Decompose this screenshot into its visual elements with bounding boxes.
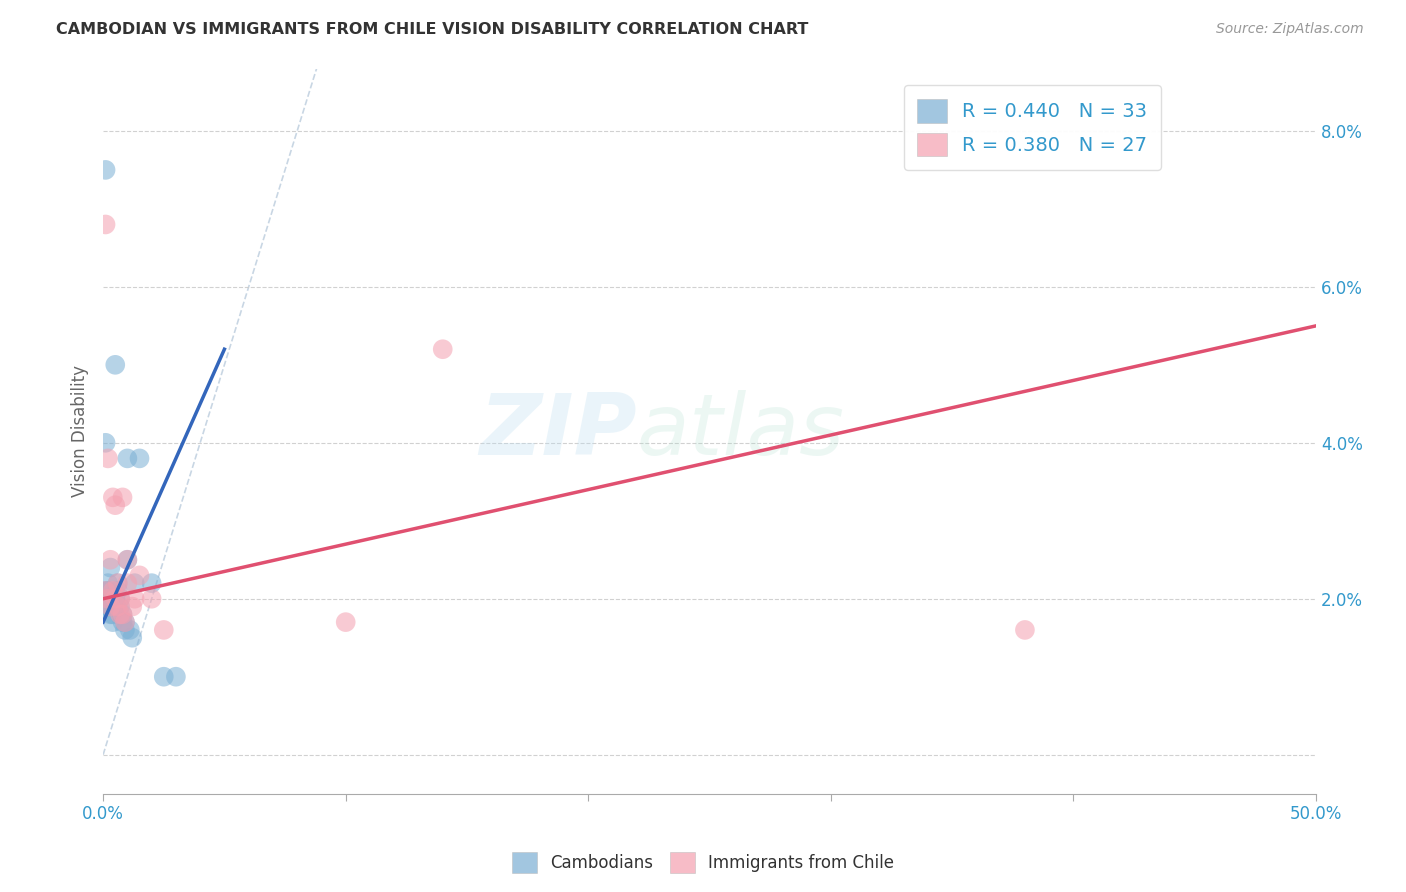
Point <box>117 553 139 567</box>
Point <box>111 615 134 629</box>
Text: atlas: atlas <box>637 390 845 473</box>
Point <box>97 583 120 598</box>
Point <box>104 358 127 372</box>
Point <box>1014 623 1036 637</box>
Point <box>100 591 122 606</box>
Point <box>118 623 141 637</box>
Point <box>108 599 131 614</box>
Point <box>107 599 129 614</box>
Point <box>152 670 174 684</box>
Point <box>121 599 143 614</box>
Point <box>94 162 117 177</box>
Text: Source: ZipAtlas.com: Source: ZipAtlas.com <box>1216 22 1364 37</box>
Point <box>108 591 131 606</box>
Text: ZIP: ZIP <box>479 390 637 473</box>
Point <box>101 615 124 629</box>
Point <box>124 591 146 606</box>
Point <box>117 451 139 466</box>
Point <box>128 451 150 466</box>
Text: CAMBODIAN VS IMMIGRANTS FROM CHILE VISION DISABILITY CORRELATION CHART: CAMBODIAN VS IMMIGRANTS FROM CHILE VISIO… <box>56 22 808 37</box>
Point <box>97 599 120 614</box>
Point <box>117 576 139 591</box>
Point <box>100 560 122 574</box>
Point <box>100 607 122 622</box>
Point <box>165 670 187 684</box>
Point <box>114 615 136 629</box>
Point <box>100 553 122 567</box>
Point <box>100 599 122 614</box>
Y-axis label: Vision Disability: Vision Disability <box>72 365 89 497</box>
Point <box>124 576 146 591</box>
Point <box>114 623 136 637</box>
Point <box>128 568 150 582</box>
Point <box>101 607 124 622</box>
Point <box>108 607 131 622</box>
Point <box>104 599 127 614</box>
Point <box>94 435 117 450</box>
Point <box>152 623 174 637</box>
Point <box>104 591 127 606</box>
Point <box>101 491 124 505</box>
Point <box>114 615 136 629</box>
Point <box>94 218 117 232</box>
Point <box>111 607 134 622</box>
Point <box>107 576 129 591</box>
Point <box>111 607 134 622</box>
Point <box>141 576 163 591</box>
Point <box>335 615 357 629</box>
Point <box>432 343 454 357</box>
Point <box>94 583 117 598</box>
Point <box>117 553 139 567</box>
Point <box>141 591 163 606</box>
Point <box>101 583 124 598</box>
Point <box>97 451 120 466</box>
Legend: R = 0.440   N = 33, R = 0.380   N = 27: R = 0.440 N = 33, R = 0.380 N = 27 <box>904 86 1161 169</box>
Point <box>97 591 120 606</box>
Point <box>94 583 117 598</box>
Legend: Cambodians, Immigrants from Chile: Cambodians, Immigrants from Chile <box>505 846 901 880</box>
Point <box>121 631 143 645</box>
Point <box>104 591 127 606</box>
Point <box>107 576 129 591</box>
Point <box>97 591 120 606</box>
Point <box>104 498 127 512</box>
Point <box>100 599 122 614</box>
Point <box>97 576 120 591</box>
Point <box>111 491 134 505</box>
Point <box>108 591 131 606</box>
Point <box>107 583 129 598</box>
